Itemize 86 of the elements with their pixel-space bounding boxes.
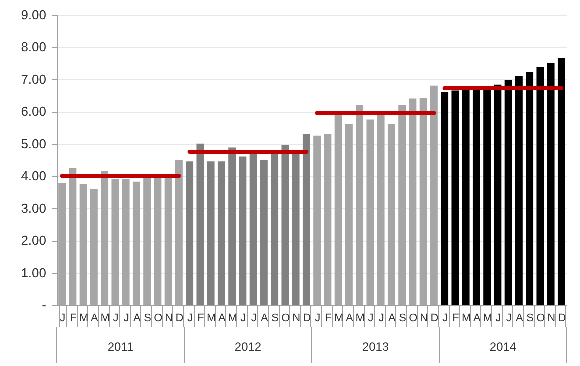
x-tick-label: D bbox=[430, 312, 439, 324]
x-tick-label: F bbox=[325, 312, 332, 324]
x-tick-label: J bbox=[368, 312, 374, 324]
x-tick-label: J bbox=[240, 312, 246, 324]
x-tick-label: A bbox=[474, 312, 482, 324]
x-tick-label: M bbox=[334, 312, 344, 324]
y-tick-label: 6.00 bbox=[21, 104, 46, 120]
text: 2014 bbox=[490, 340, 517, 354]
y-tick-label: 9.00 bbox=[21, 8, 46, 22]
bar bbox=[228, 148, 236, 305]
x-tick-label: M bbox=[462, 312, 472, 324]
text: 2012 bbox=[234, 340, 262, 354]
x-tick-label: N bbox=[548, 312, 556, 324]
x-tick-label: S bbox=[526, 312, 534, 324]
x-tick-label: M bbox=[79, 312, 89, 324]
x-tick-label: J bbox=[315, 312, 321, 324]
x-tick-label: A bbox=[261, 312, 270, 324]
x-tick-label: A bbox=[346, 312, 354, 324]
x-tick-label: J bbox=[124, 312, 130, 324]
x-tick-label: M bbox=[206, 312, 216, 324]
y-tick-label: 1.00 bbox=[21, 265, 46, 280]
x-tick-label: F bbox=[198, 312, 205, 324]
bar bbox=[452, 90, 460, 305]
x-tick-label: D bbox=[558, 312, 566, 324]
x-tick-label: S bbox=[144, 312, 152, 324]
bar bbox=[218, 162, 226, 305]
x-tick-label: A bbox=[516, 312, 524, 324]
x-tick-label: D bbox=[303, 312, 312, 324]
x-tick-label: J bbox=[378, 312, 384, 324]
bar bbox=[526, 72, 534, 305]
bar bbox=[271, 154, 279, 305]
x-tick-label: J bbox=[188, 312, 194, 324]
bar bbox=[207, 162, 215, 305]
bar bbox=[504, 80, 512, 305]
y-tick-label: 2.00 bbox=[21, 233, 46, 248]
bar bbox=[441, 92, 449, 305]
y-tick-label: 4.00 bbox=[21, 168, 46, 184]
x-tick-label: A bbox=[218, 312, 227, 324]
x-tick-label: A bbox=[91, 312, 100, 324]
bar bbox=[302, 134, 310, 305]
x-tick-label: N bbox=[292, 312, 301, 324]
bar bbox=[547, 63, 555, 305]
x-tick-label: D bbox=[176, 312, 184, 324]
x-tick-label: J bbox=[506, 312, 512, 324]
y-tick-label: 5.00 bbox=[21, 136, 46, 152]
x-tick-label: S bbox=[399, 312, 406, 324]
x-tick-label: O bbox=[409, 312, 418, 324]
x-tick-label: O bbox=[154, 312, 164, 324]
x-tick-label: N bbox=[165, 312, 174, 324]
x-tick-label: M bbox=[100, 312, 110, 324]
bar bbox=[186, 162, 194, 305]
bar bbox=[536, 67, 544, 305]
x-tick-label: A bbox=[134, 312, 142, 324]
x-tick-label: N bbox=[420, 312, 428, 324]
bar bbox=[196, 144, 204, 305]
y-tick-label: 8.00 bbox=[21, 40, 46, 55]
x-tick-label: F bbox=[452, 312, 460, 324]
x-tick-label: S bbox=[272, 312, 279, 324]
bar bbox=[484, 89, 492, 305]
text: 2011 bbox=[108, 340, 134, 354]
text: 2013 bbox=[362, 340, 390, 354]
x-tick-label: F bbox=[70, 312, 78, 324]
x-tick-label: A bbox=[388, 312, 397, 324]
x-tick-label: O bbox=[282, 312, 291, 324]
x-tick-label: M bbox=[228, 312, 238, 324]
bar bbox=[260, 160, 268, 305]
bar bbox=[462, 89, 470, 305]
bar bbox=[250, 154, 258, 305]
bar bbox=[282, 146, 290, 305]
x-tick-label: O bbox=[536, 312, 546, 324]
y-tick-label: 3.00 bbox=[21, 200, 46, 216]
x-tick-label: J bbox=[442, 312, 448, 324]
x-tick-label: M bbox=[483, 312, 492, 324]
y-tick-label: 7.00 bbox=[21, 72, 46, 87]
bar bbox=[494, 84, 502, 305]
bar bbox=[472, 89, 480, 305]
x-tick-label: J bbox=[60, 312, 66, 324]
x-tick-label: M bbox=[356, 312, 365, 324]
x-tick-label: J bbox=[496, 312, 502, 324]
bar bbox=[558, 58, 566, 305]
y-tick-label: - bbox=[42, 298, 46, 312]
bar bbox=[515, 76, 523, 305]
x-tick-label: J bbox=[113, 312, 119, 324]
bar bbox=[292, 154, 300, 305]
bar bbox=[239, 156, 247, 305]
x-tick-label: J bbox=[251, 312, 257, 324]
